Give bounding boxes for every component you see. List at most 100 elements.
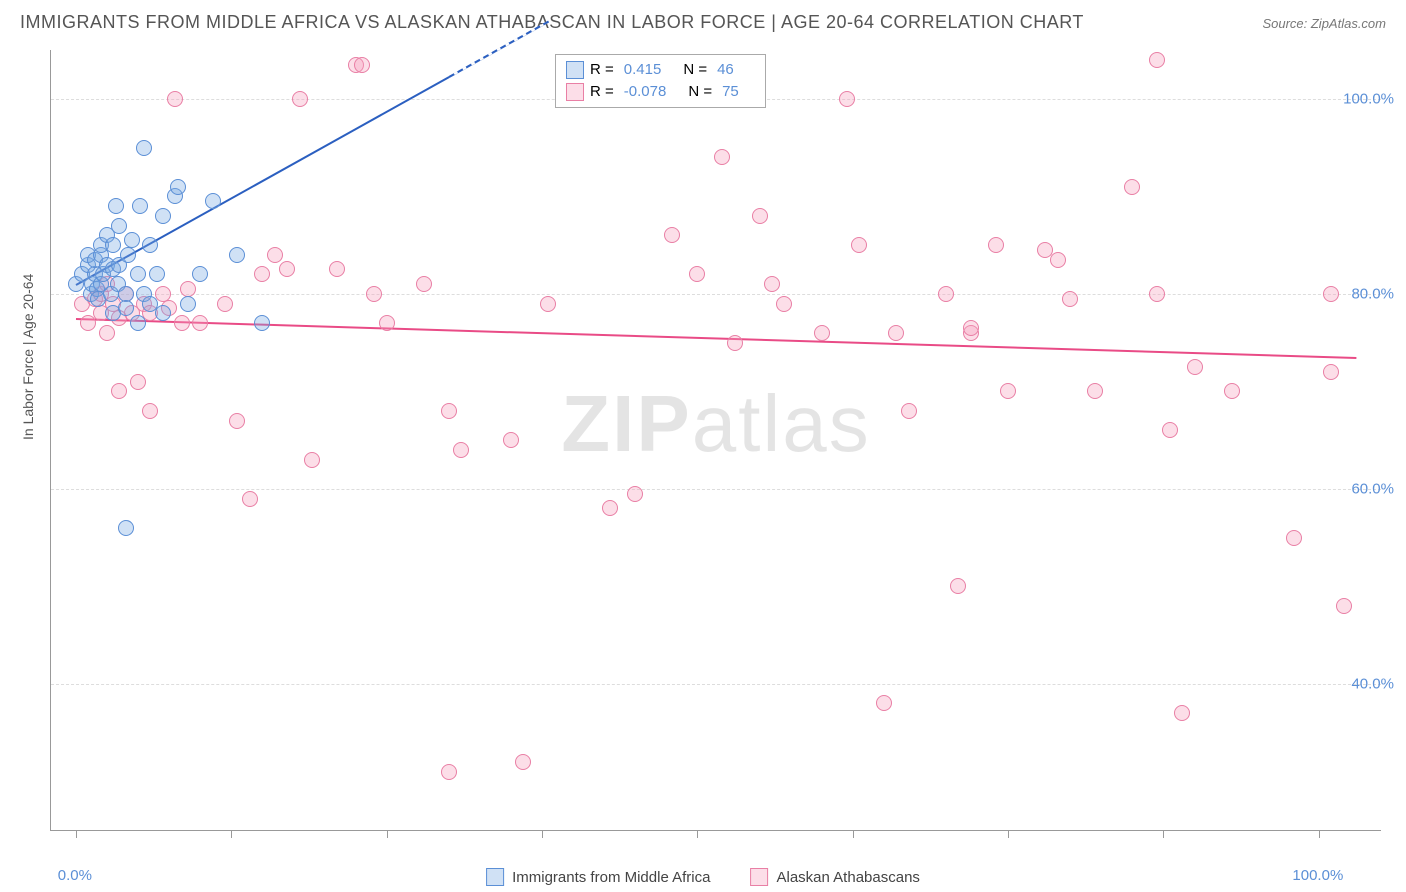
data-point-blue <box>132 198 148 214</box>
data-point-pink <box>938 286 954 302</box>
correlation-legend: R = 0.415 N = 46 R = -0.078 N = 75 <box>555 54 766 108</box>
data-point-pink <box>1050 252 1066 268</box>
data-point-pink <box>503 432 519 448</box>
data-point-pink <box>130 374 146 390</box>
data-point-pink <box>602 500 618 516</box>
n-value: 75 <box>722 81 739 103</box>
x-tick <box>1163 830 1164 838</box>
data-point-pink <box>540 296 556 312</box>
data-point-blue <box>254 315 270 331</box>
data-point-blue <box>120 247 136 263</box>
data-point-pink <box>416 276 432 292</box>
data-point-blue <box>136 140 152 156</box>
r-value: 0.415 <box>624 59 662 81</box>
data-point-blue <box>124 232 140 248</box>
data-point-pink <box>1162 422 1178 438</box>
data-point-blue <box>180 296 196 312</box>
data-point-blue <box>229 247 245 263</box>
chart-title: IMMIGRANTS FROM MIDDLE AFRICA VS ALASKAN… <box>20 12 1084 33</box>
data-point-blue <box>130 315 146 331</box>
watermark-bold: ZIP <box>561 379 691 468</box>
data-point-pink <box>1224 383 1240 399</box>
data-point-pink <box>1062 291 1078 307</box>
data-point-pink <box>1000 383 1016 399</box>
data-point-blue <box>155 208 171 224</box>
data-point-blue <box>111 218 127 234</box>
data-point-pink <box>988 237 1004 253</box>
data-point-pink <box>254 266 270 282</box>
data-point-pink <box>727 335 743 351</box>
data-point-pink <box>1174 705 1190 721</box>
y-tick-label: 60.0% <box>1351 480 1394 497</box>
data-point-pink <box>1124 179 1140 195</box>
data-point-pink <box>99 325 115 341</box>
data-point-pink <box>627 486 643 502</box>
data-point-pink <box>229 413 245 429</box>
r-label: R = <box>590 59 614 81</box>
data-point-pink <box>714 149 730 165</box>
source-name: ZipAtlas.com <box>1311 16 1386 31</box>
gridline-horizontal <box>51 294 1381 295</box>
n-label: N = <box>688 81 712 103</box>
data-point-pink <box>453 442 469 458</box>
data-point-pink <box>888 325 904 341</box>
watermark-rest: atlas <box>692 379 871 468</box>
legend-row-blue: R = 0.415 N = 46 <box>566 59 755 81</box>
data-point-pink <box>851 237 867 253</box>
y-tick-label: 100.0% <box>1343 90 1394 107</box>
data-point-pink <box>217 296 233 312</box>
swatch-blue-icon <box>566 61 584 79</box>
data-point-pink <box>354 57 370 73</box>
data-point-pink <box>776 296 792 312</box>
data-point-blue <box>205 193 221 209</box>
data-point-pink <box>242 491 258 507</box>
data-point-pink <box>1149 52 1165 68</box>
data-point-pink <box>174 315 190 331</box>
x-tick-label: 0.0% <box>58 867 92 884</box>
data-point-pink <box>515 754 531 770</box>
x-tick-label: 100.0% <box>1292 867 1343 884</box>
data-point-pink <box>292 91 308 107</box>
data-point-blue <box>149 266 165 282</box>
data-point-pink <box>1286 530 1302 546</box>
y-tick-label: 80.0% <box>1351 285 1394 302</box>
data-point-blue <box>105 237 121 253</box>
plot-area: ZIPatlas <box>50 50 1381 831</box>
data-point-pink <box>689 266 705 282</box>
data-point-pink <box>441 403 457 419</box>
source-attribution: Source: ZipAtlas.com <box>1262 16 1386 31</box>
data-point-pink <box>1149 286 1165 302</box>
data-point-blue <box>155 305 171 321</box>
x-tick <box>387 830 388 838</box>
data-point-pink <box>304 452 320 468</box>
legend-item-pink: Alaskan Athabascans <box>750 868 919 886</box>
x-tick <box>1008 830 1009 838</box>
data-point-pink <box>111 383 127 399</box>
data-point-pink <box>901 403 917 419</box>
data-point-pink <box>142 403 158 419</box>
data-point-pink <box>366 286 382 302</box>
n-value: 46 <box>717 59 734 81</box>
data-point-pink <box>876 695 892 711</box>
x-tick <box>697 830 698 838</box>
data-point-blue <box>142 237 158 253</box>
data-point-blue <box>118 520 134 536</box>
data-point-pink <box>441 764 457 780</box>
swatch-pink-icon <box>750 868 768 886</box>
data-point-pink <box>329 261 345 277</box>
swatch-pink-icon <box>566 83 584 101</box>
data-point-pink <box>379 315 395 331</box>
data-point-pink <box>192 315 208 331</box>
data-point-pink <box>664 227 680 243</box>
legend-label: Immigrants from Middle Africa <box>512 869 710 886</box>
data-point-blue <box>170 179 186 195</box>
data-point-pink <box>814 325 830 341</box>
data-point-blue <box>118 300 134 316</box>
swatch-blue-icon <box>486 868 504 886</box>
data-point-pink <box>1336 598 1352 614</box>
watermark: ZIPatlas <box>561 378 870 470</box>
y-axis-label: In Labor Force | Age 20-64 <box>20 274 36 440</box>
legend-item-blue: Immigrants from Middle Africa <box>486 868 710 886</box>
x-tick <box>542 830 543 838</box>
data-point-pink <box>764 276 780 292</box>
